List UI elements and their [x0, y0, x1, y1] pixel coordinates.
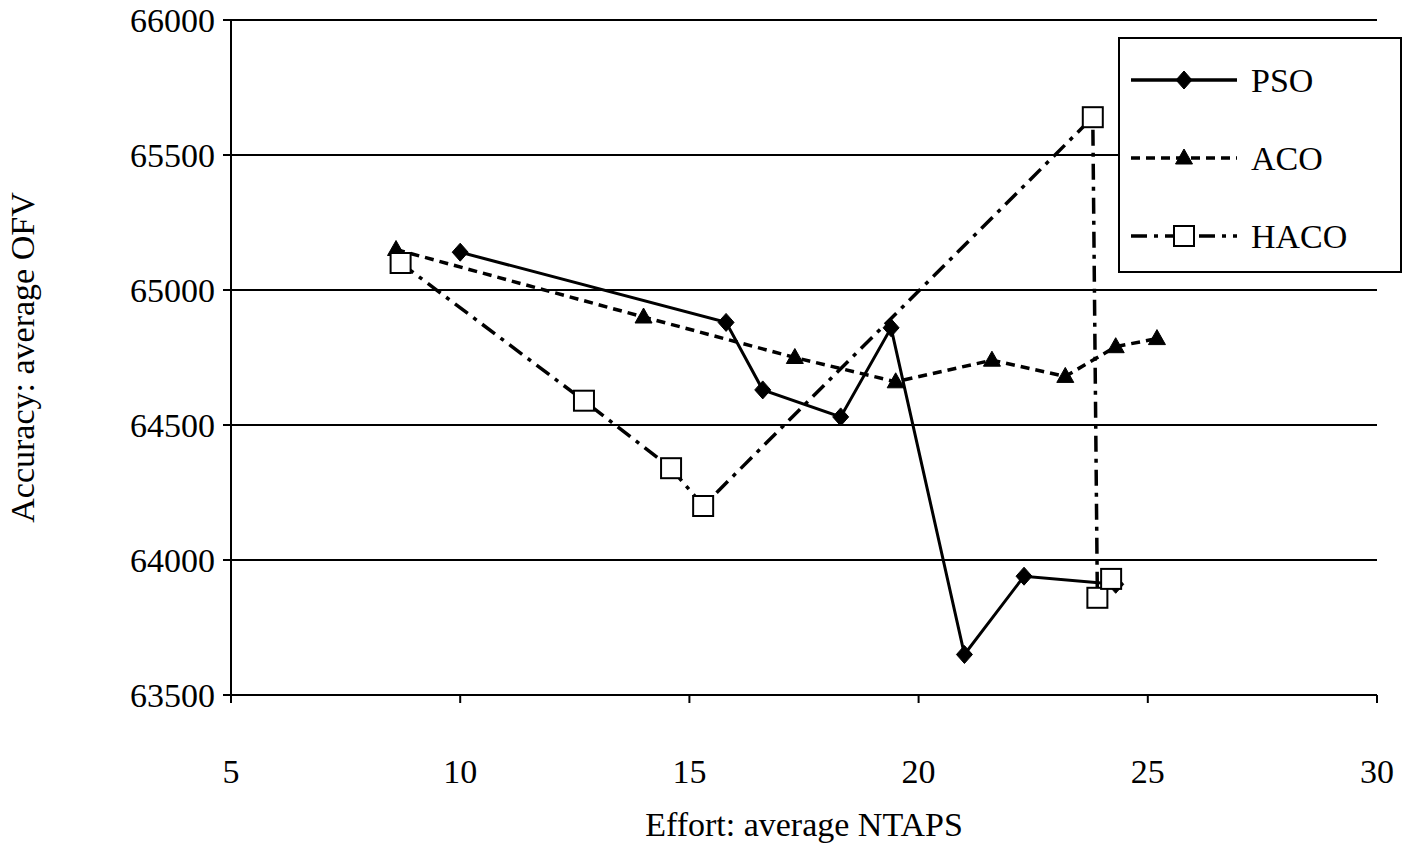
y-tick	[223, 19, 231, 21]
data-point	[661, 458, 681, 478]
y-tick	[223, 154, 231, 156]
plot-area	[388, 107, 1166, 663]
data-point	[833, 408, 849, 426]
x-tick	[1376, 695, 1378, 703]
data-point	[1057, 367, 1074, 382]
x-tick-label: 10	[443, 753, 477, 790]
series-line	[396, 250, 1157, 382]
data-point	[1083, 107, 1103, 127]
data-point	[1016, 567, 1032, 585]
data-point	[786, 349, 803, 364]
data-point	[1087, 588, 1107, 608]
data-point	[391, 253, 411, 273]
y-axis-title: Accuracy: average OFV	[4, 192, 41, 523]
chart: 63500 64000 64500 65000 65500 66000 5 10 15 20 25 3…	[0, 0, 1411, 845]
legend-marker	[1174, 226, 1194, 246]
x-tick	[459, 695, 461, 703]
legend-marker	[1176, 149, 1193, 164]
data-point	[983, 351, 1000, 366]
legend-label: ACO	[1251, 140, 1323, 177]
data-point	[1101, 569, 1121, 589]
data-point	[755, 381, 771, 399]
y-tick-label: 64000	[130, 542, 215, 579]
x-tick	[1147, 695, 1149, 703]
grid-line	[231, 424, 1377, 426]
y-tick	[223, 289, 231, 291]
y-tick-label: 64500	[130, 407, 215, 444]
data-point	[1148, 330, 1165, 345]
legend: PSO ACO HACO	[1119, 38, 1401, 272]
y-axis	[230, 20, 232, 695]
y-tick-label: 66000	[130, 2, 215, 39]
grid-line	[231, 289, 1377, 291]
y-tick-label: 65000	[130, 272, 215, 309]
x-axis	[231, 694, 1377, 696]
data-point	[1107, 338, 1124, 353]
legend-label: PSO	[1251, 62, 1313, 99]
grid-line	[231, 19, 1377, 21]
legend-marker	[1176, 71, 1192, 89]
series-line	[401, 117, 1112, 598]
data-point	[452, 243, 468, 261]
x-axis-title: Effort: average NTAPS	[645, 806, 963, 843]
y-tick	[223, 559, 231, 561]
data-point	[887, 373, 904, 388]
x-tick-label: 30	[1360, 753, 1394, 790]
y-tick	[223, 694, 231, 696]
x-tick	[918, 695, 920, 703]
x-tick-label: 5	[223, 753, 240, 790]
grid-line	[231, 559, 1377, 561]
y-tick-label: 63500	[130, 677, 215, 714]
y-tick-label: 65500	[130, 137, 215, 174]
data-point	[693, 496, 713, 516]
x-tick	[688, 695, 690, 703]
data-point	[883, 319, 899, 337]
data-point	[718, 313, 734, 331]
x-tick	[230, 695, 232, 703]
legend-label: HACO	[1251, 218, 1347, 255]
x-tick-label: 15	[672, 753, 706, 790]
y-tick	[223, 424, 231, 426]
series-line	[460, 252, 1116, 654]
x-tick-label: 25	[1131, 753, 1165, 790]
data-point	[956, 646, 972, 664]
data-point	[574, 391, 594, 411]
legend-box	[1119, 38, 1401, 272]
data-point	[635, 308, 652, 323]
grid-line	[231, 694, 1377, 696]
x-tick-label: 20	[902, 753, 936, 790]
